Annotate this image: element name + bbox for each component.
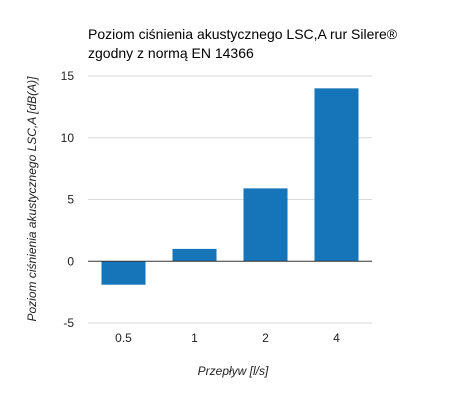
- x-tick-label: 2: [262, 331, 269, 345]
- y-tick-label: 5: [67, 193, 74, 207]
- y-tick-label: 0: [67, 254, 74, 268]
- y-tick-labels: -5 0 5 10 15: [61, 69, 75, 330]
- x-tick-labels: 0.5 1 2 4: [115, 331, 340, 345]
- bar: [101, 261, 146, 285]
- y-tick-label: -5: [63, 316, 74, 330]
- x-axis-title: Przepływ [l/s]: [198, 364, 269, 378]
- y-tick-label: 15: [61, 69, 75, 83]
- chart-title-line-1: Poziom ciśnienia akustycznego LSC,A rur …: [88, 26, 398, 42]
- bar: [243, 188, 288, 262]
- chart-title-line-2: zgodny z normą EN 14366: [88, 45, 254, 61]
- y-axis-title: Poziom ciśnienia akustycznego LSC,A [dB(…: [25, 76, 39, 322]
- x-tick-label: 0.5: [115, 331, 132, 345]
- y-tick-label: 10: [61, 131, 75, 145]
- bar: [314, 88, 359, 262]
- bar: [172, 248, 217, 262]
- x-tick-label: 1: [191, 331, 198, 345]
- bars: [101, 88, 359, 285]
- x-tick-label: 4: [333, 331, 340, 345]
